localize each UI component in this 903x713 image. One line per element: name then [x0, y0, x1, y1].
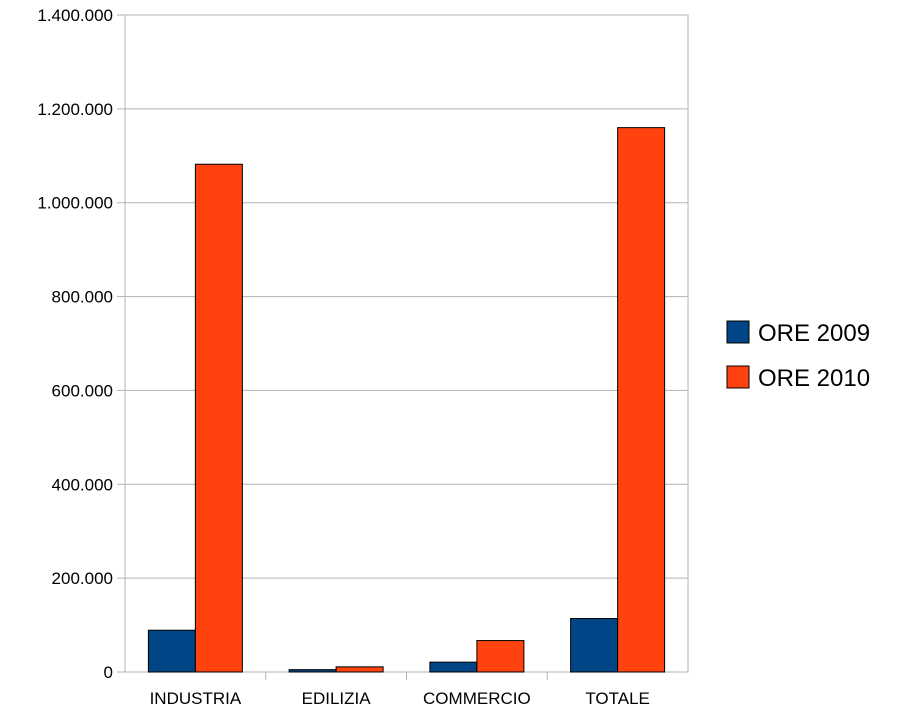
- bar-industria-2010: [194, 163, 243, 673]
- legend-swatch: [726, 320, 750, 344]
- y-tick-label: 1.000.000: [37, 194, 113, 213]
- y-tick-label: 1.400.000: [37, 6, 113, 25]
- bar-totale-2009: [570, 618, 619, 673]
- bars: [147, 127, 666, 673]
- y-tick-label: 800.000: [52, 288, 113, 307]
- legend-label: ORE 2010: [758, 365, 870, 392]
- bar-edilizia-2010: [335, 666, 384, 673]
- legend-swatch: [726, 365, 750, 389]
- bar-edilizia-2009: [288, 669, 337, 673]
- bar-commercio-2010: [476, 640, 525, 673]
- x-tick-label: EDILIZIA: [302, 689, 372, 708]
- y-tick-label: 1.200.000: [37, 100, 113, 119]
- x-tick-label: COMMERCIO: [423, 689, 531, 708]
- y-tick-label: 600.000: [52, 381, 113, 400]
- x-tick-label: TOTALE: [585, 689, 650, 708]
- bar-commercio-2009: [429, 661, 478, 673]
- x-axis: INDUSTRIA EDILIZIA COMMERCIO TOTALE: [150, 672, 650, 708]
- legend: ORE 2009 ORE 2010: [726, 320, 870, 392]
- legend-label: ORE 2009: [758, 320, 870, 347]
- y-axis: 0 200.000 400.000 600.000 800.000 1.000.000 1.…: [37, 6, 125, 682]
- y-tick-label: 0: [104, 663, 113, 682]
- y-tick-label: 200.000: [52, 569, 113, 588]
- bar-totale-2010: [617, 127, 666, 673]
- x-tick-label: INDUSTRIA: [150, 689, 242, 708]
- bar-industria-2009: [147, 629, 196, 673]
- y-tick-label: 400.000: [52, 475, 113, 494]
